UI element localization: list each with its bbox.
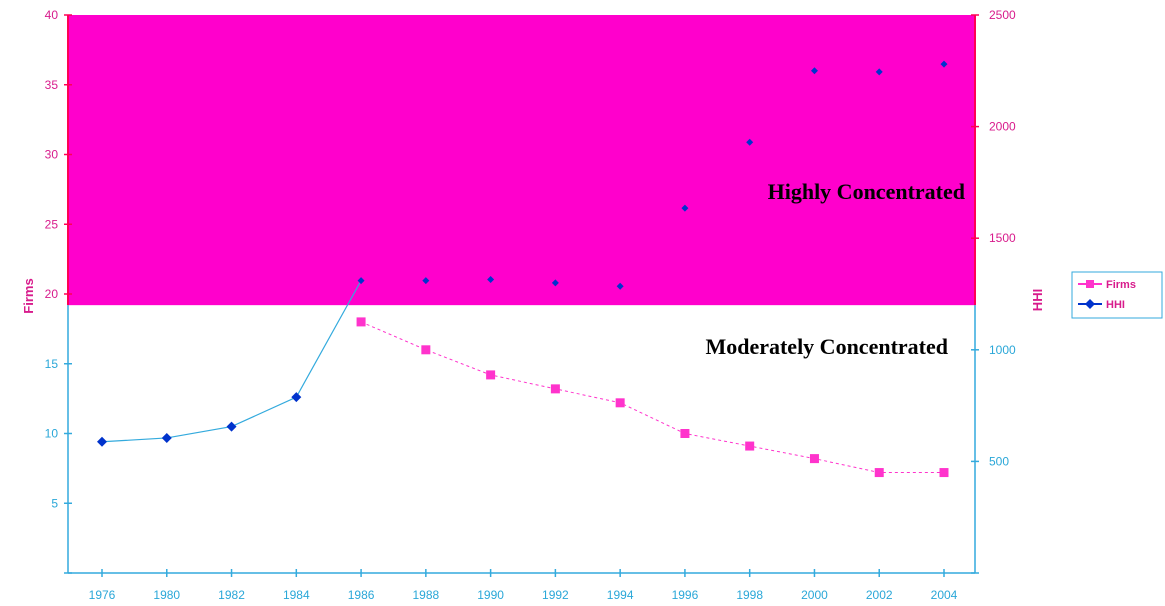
series-layer xyxy=(97,60,949,478)
firms-point xyxy=(874,468,884,478)
firms-point xyxy=(745,441,755,451)
firms-point xyxy=(486,370,496,380)
x-tick-label: 1980 xyxy=(153,588,180,602)
legend-hhi-marker xyxy=(1085,299,1095,309)
x-tick-label: 1998 xyxy=(736,588,763,602)
x-tick-label: 1990 xyxy=(477,588,504,602)
x-tick-label: 1976 xyxy=(89,588,116,602)
hhi-point xyxy=(616,282,624,290)
x-tick-label: 2004 xyxy=(931,588,958,602)
highly-concentrated-zone xyxy=(68,15,975,306)
axes: 5 10 15 20 25 30 35 40 500 1000 1500 2000 2500 1976 19… xyxy=(45,8,1016,602)
legend-hhi-label: HHI xyxy=(1106,299,1125,311)
x-tick-label: 1992 xyxy=(542,588,569,602)
firms-line xyxy=(360,321,944,474)
hhi-point xyxy=(551,279,559,287)
y-left-tick-label: 5 xyxy=(51,496,58,510)
legend-firms-label: Firms xyxy=(1106,279,1136,291)
x-tick-label: 1994 xyxy=(607,588,634,602)
y-left-tick-label: 25 xyxy=(45,217,59,231)
y-left-tick-label: 15 xyxy=(45,357,59,371)
x-tick-label: 2000 xyxy=(801,588,828,602)
hhi-point xyxy=(487,275,495,283)
hhi-point xyxy=(875,68,883,76)
y-left-tick-label: 35 xyxy=(45,78,59,92)
y-left-tick-label: 10 xyxy=(45,427,59,441)
firms-point xyxy=(939,468,949,478)
hhi-point xyxy=(810,67,818,75)
hhi-point xyxy=(940,60,948,68)
firms-point xyxy=(356,317,366,327)
x-tick-label: 1988 xyxy=(412,588,439,602)
x-tick-label: 2002 xyxy=(866,588,893,602)
y-right-tick-label: 500 xyxy=(989,454,1009,468)
x-tick-label: 1986 xyxy=(348,588,375,602)
hhi-point xyxy=(357,277,365,285)
x-tick-label: 1982 xyxy=(218,588,245,602)
firms-point xyxy=(809,454,819,464)
y-axis-left-title: Firms xyxy=(21,278,36,313)
y-left-tick-label: 20 xyxy=(45,287,59,301)
hhi-point xyxy=(746,138,754,146)
x-tick-label: 1996 xyxy=(672,588,699,602)
y-axis-right-title: HHI xyxy=(1030,289,1045,311)
hhi-point xyxy=(226,421,237,432)
y-left-tick-label: 40 xyxy=(45,8,59,22)
hhi-point xyxy=(161,432,172,443)
highly-concentrated-label: Highly Concentrated xyxy=(768,179,965,204)
hhi-point xyxy=(291,392,302,403)
firms-point xyxy=(615,398,625,408)
y-right-tick-label: 1000 xyxy=(989,343,1016,357)
hhi-point xyxy=(422,277,430,285)
y-right-tick-label: 2000 xyxy=(989,120,1016,134)
hhi-point xyxy=(97,436,107,447)
firms-point xyxy=(680,429,690,438)
hhi-point xyxy=(681,204,689,212)
legend: Firms HHI xyxy=(1071,271,1163,319)
y-right-tick-label: 2500 xyxy=(989,8,1016,22)
firms-point xyxy=(421,345,431,355)
y-left-tick-label: 30 xyxy=(45,148,59,162)
moderately-concentrated-label: Moderately Concentrated xyxy=(705,334,948,359)
y-right-tick-label: 1500 xyxy=(989,231,1016,245)
legend-firms-marker xyxy=(1086,280,1094,288)
x-tick-label: 1984 xyxy=(283,588,310,602)
firms-point xyxy=(550,384,560,394)
